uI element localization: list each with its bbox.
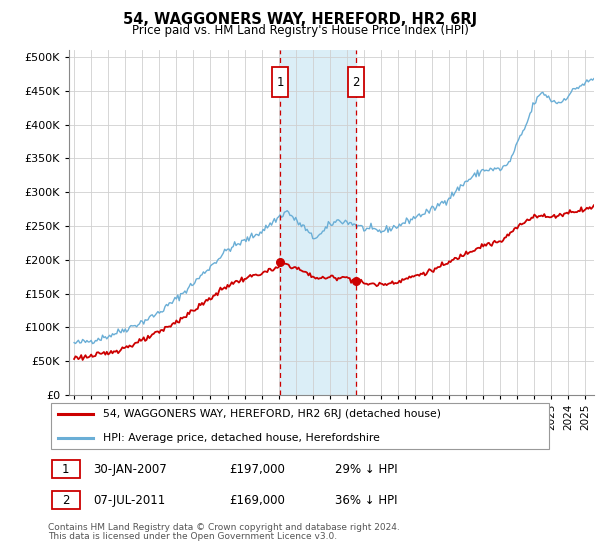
Text: 07-JUL-2011: 07-JUL-2011 <box>94 494 166 507</box>
Text: 54, WAGGONERS WAY, HEREFORD, HR2 6RJ: 54, WAGGONERS WAY, HEREFORD, HR2 6RJ <box>123 12 477 27</box>
Text: 54, WAGGONERS WAY, HEREFORD, HR2 6RJ (detached house): 54, WAGGONERS WAY, HEREFORD, HR2 6RJ (de… <box>103 409 442 419</box>
Text: 29% ↓ HPI: 29% ↓ HPI <box>335 463 398 476</box>
Text: 2: 2 <box>62 494 70 507</box>
Text: £169,000: £169,000 <box>229 494 286 507</box>
FancyBboxPatch shape <box>52 491 80 510</box>
Text: HPI: Average price, detached house, Herefordshire: HPI: Average price, detached house, Here… <box>103 433 380 443</box>
Text: 1: 1 <box>276 76 284 88</box>
FancyBboxPatch shape <box>348 67 364 97</box>
Text: 36% ↓ HPI: 36% ↓ HPI <box>335 494 398 507</box>
Text: Contains HM Land Registry data © Crown copyright and database right 2024.: Contains HM Land Registry data © Crown c… <box>48 523 400 532</box>
Text: Price paid vs. HM Land Registry's House Price Index (HPI): Price paid vs. HM Land Registry's House … <box>131 24 469 37</box>
FancyBboxPatch shape <box>52 460 80 478</box>
Text: £197,000: £197,000 <box>229 463 286 476</box>
FancyBboxPatch shape <box>272 67 287 97</box>
Text: 1: 1 <box>62 463 70 476</box>
FancyBboxPatch shape <box>50 404 550 449</box>
Text: 30-JAN-2007: 30-JAN-2007 <box>94 463 167 476</box>
Text: This data is licensed under the Open Government Licence v3.0.: This data is licensed under the Open Gov… <box>48 532 337 541</box>
Text: 2: 2 <box>352 76 359 88</box>
Bar <box>280 50 356 395</box>
